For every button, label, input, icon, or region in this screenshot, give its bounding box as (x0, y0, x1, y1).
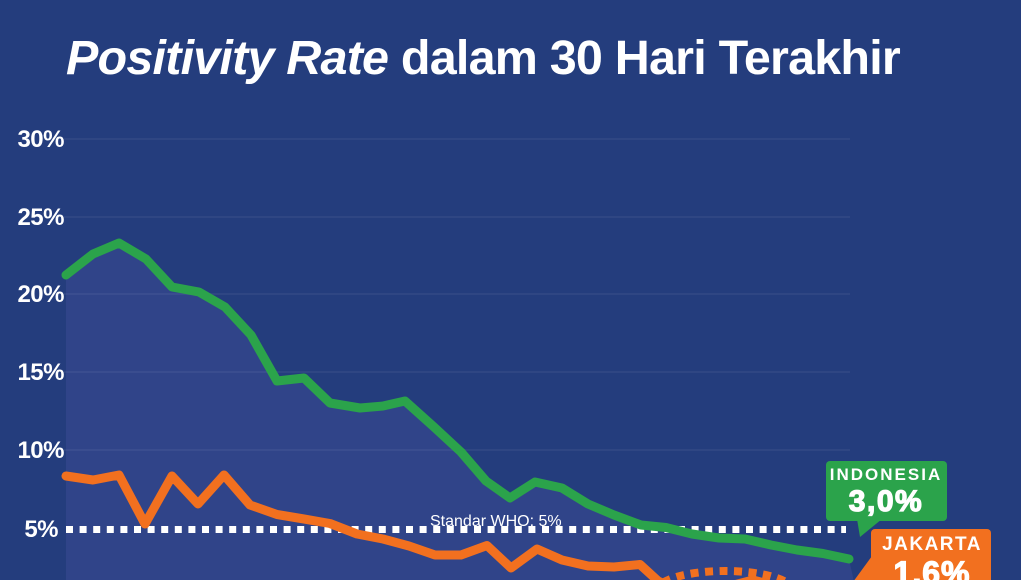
svg-text:10%: 10% (17, 437, 64, 464)
svg-text:INDONESIA: INDONESIA (830, 465, 942, 484)
svg-text:Standar WHO: 5%: Standar WHO: 5% (430, 513, 562, 530)
svg-text:25%: 25% (17, 204, 64, 231)
svg-text:3,0%: 3,0% (849, 485, 923, 518)
svg-text:20%: 20% (17, 281, 64, 308)
svg-text:30%: 30% (17, 126, 64, 153)
svg-text:JAKARTA: JAKARTA (882, 534, 982, 555)
svg-text:1,6%: 1,6% (894, 555, 971, 580)
svg-text:5%: 5% (24, 516, 58, 543)
svg-text:15%: 15% (17, 359, 64, 386)
